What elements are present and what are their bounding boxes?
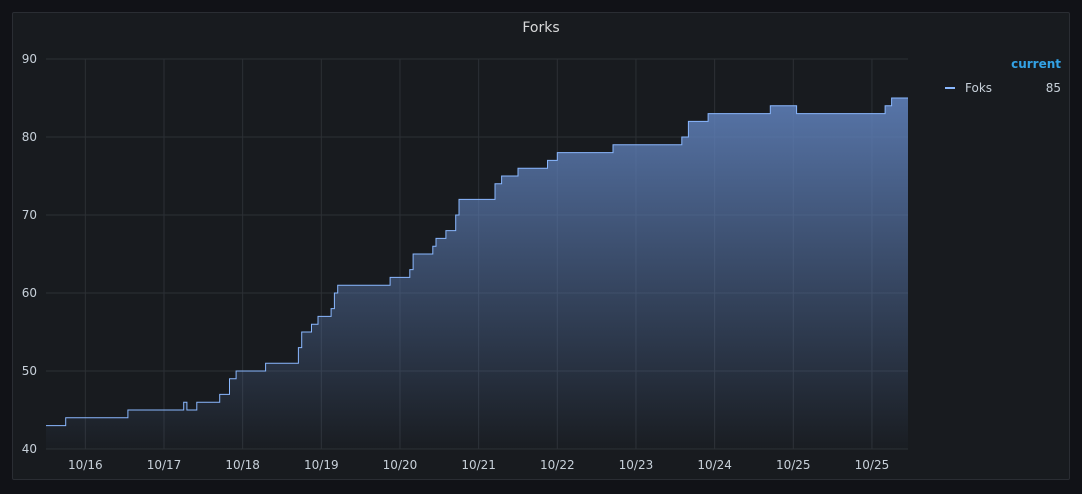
legend: current Foks 85: [943, 57, 1061, 99]
x-tick-label: 10/19: [304, 458, 339, 472]
x-tick-label: 10/16: [68, 458, 103, 472]
x-tick-label: 10/24: [697, 458, 732, 472]
x-tick-label: 10/21: [461, 458, 496, 472]
series-layer: [46, 97, 908, 449]
legend-item[interactable]: Foks 85: [943, 77, 1061, 99]
legend-series-name: Foks: [965, 81, 993, 95]
y-tick-label: 70: [22, 208, 37, 222]
forks-chart: 40 50 60 70 80 90 10/16 10/17 10/18 10/19 10/20 10/…: [22, 52, 908, 472]
y-tick-label: 60: [22, 286, 37, 300]
y-tick-label: 90: [22, 52, 37, 66]
y-tick-label: 40: [22, 442, 37, 456]
legend-current-header[interactable]: current: [1011, 57, 1061, 71]
legend-series-swatch: [945, 87, 955, 89]
y-tick-label: 80: [22, 130, 37, 144]
x-tick-label: 10/18: [225, 458, 260, 472]
y-tick-label: 50: [22, 364, 37, 378]
x-tick-label: 10/22: [540, 458, 575, 472]
x-tick-label: 10/23: [619, 458, 654, 472]
panel-title[interactable]: Forks: [522, 20, 560, 36]
x-tick-label: 10/25: [855, 458, 890, 472]
series-area-fill: [46, 98, 908, 449]
axes: 40 50 60 70 80 90 10/16 10/17 10/18 10/19 10/20 10/…: [22, 52, 890, 472]
x-tick-label: 10/20: [383, 458, 418, 472]
series-line[interactable]: [46, 97, 908, 427]
x-tick-label: 10/17: [147, 458, 182, 472]
legend-series-value: 85: [1045, 81, 1061, 95]
x-tick-label: 10/25: [776, 458, 811, 472]
chart-panel: Forks 40 50 60 70 80 90 10/16 10/17 10/18 10/19 10…: [12, 12, 1070, 480]
